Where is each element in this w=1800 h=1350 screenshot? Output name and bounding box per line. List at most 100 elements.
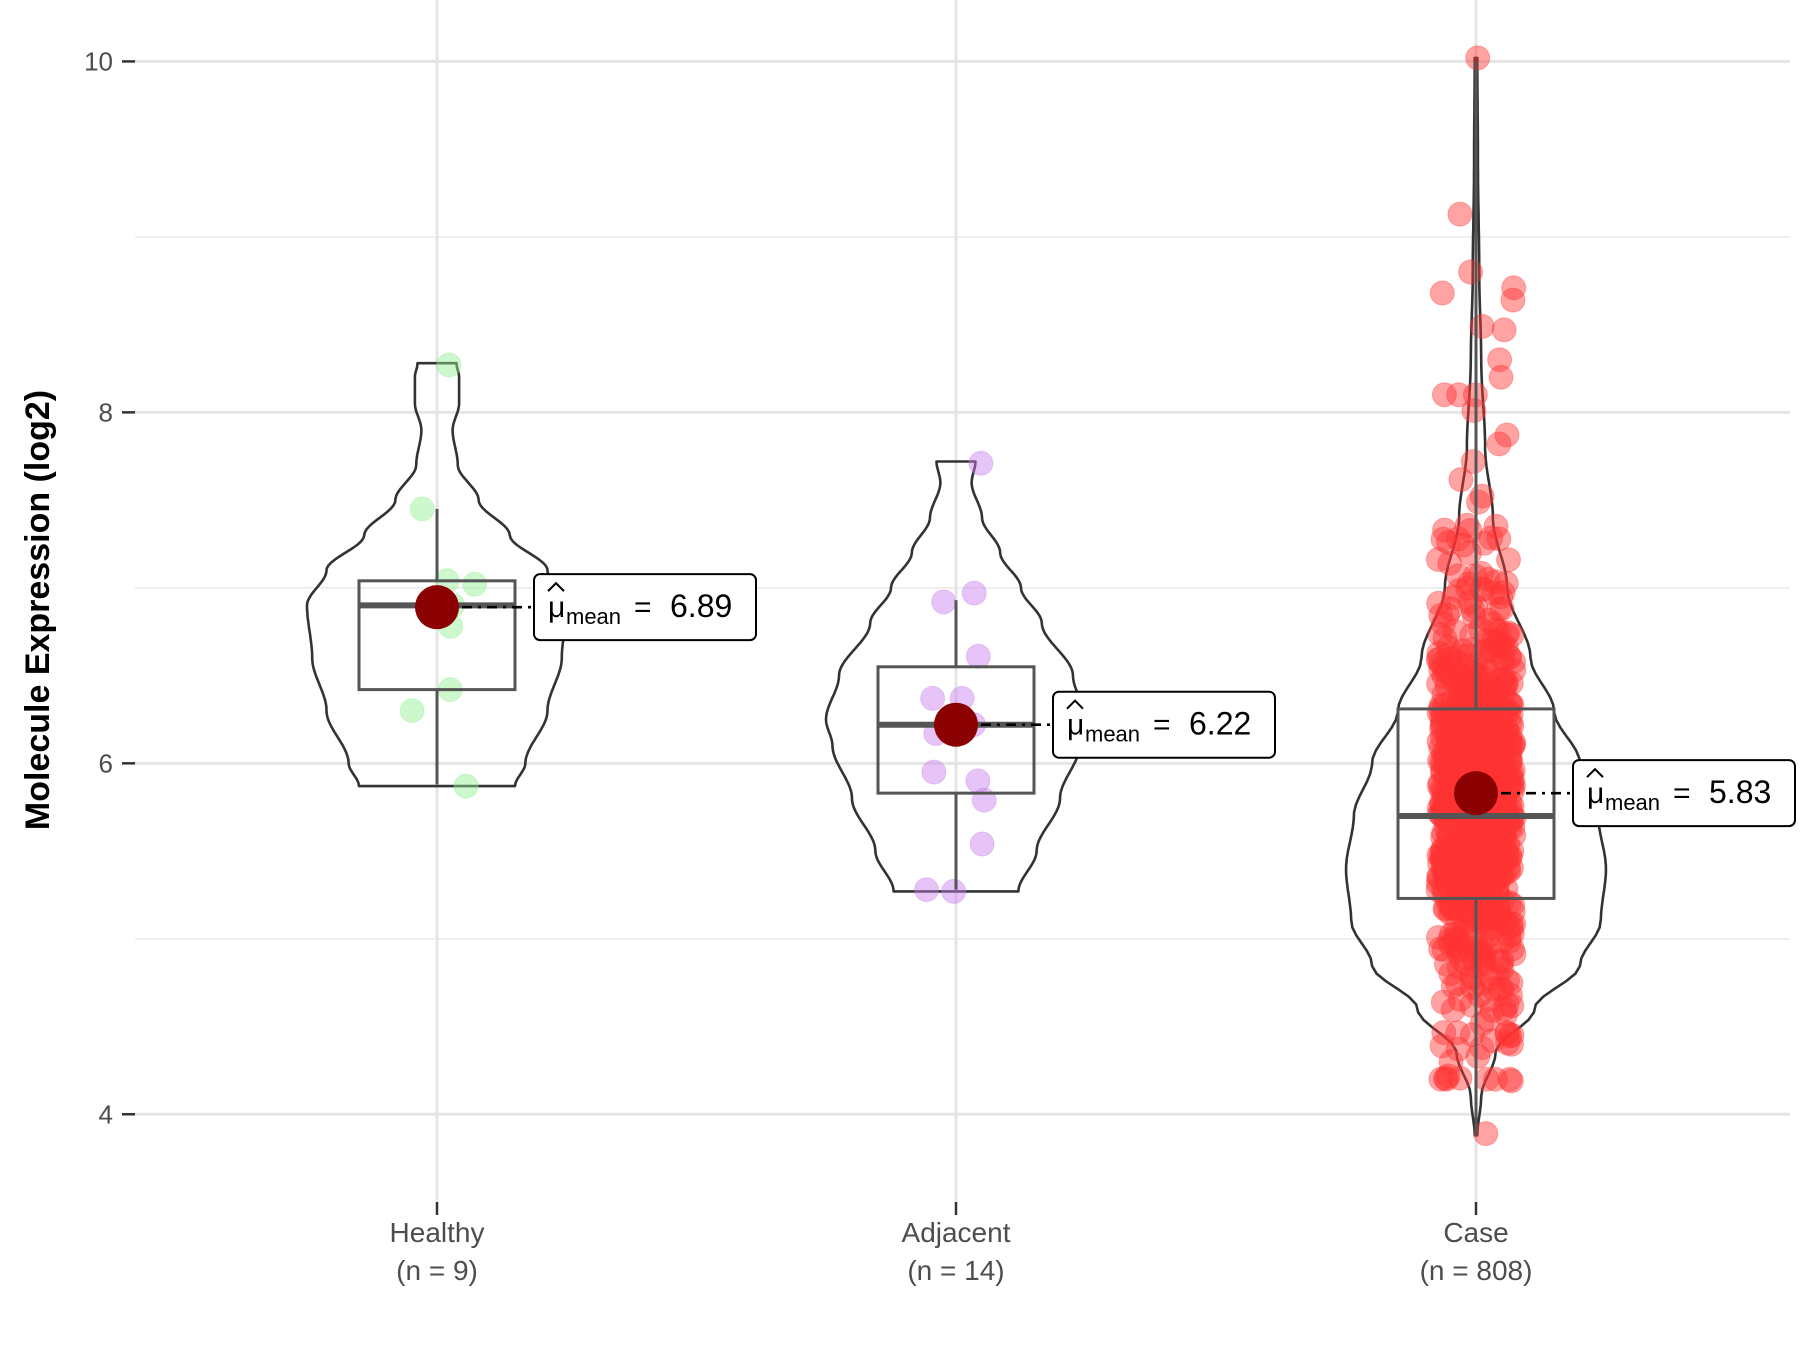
data-point-case [1471,821,1496,847]
data-point-case [1446,929,1472,955]
data-point-case [1431,850,1457,876]
data-point-case [1475,820,1501,846]
data-point-case [1476,861,1502,887]
data-point-case [1439,716,1465,742]
data-point-case [1427,850,1453,876]
data-point-case [1473,665,1499,691]
data-point-case [1480,642,1506,668]
data-point-case [1430,760,1456,786]
data-point-case [1445,939,1471,965]
data-point-case [1497,771,1523,797]
data-point-case [1461,966,1487,992]
data-point-case [1486,725,1512,750]
data-point-case [1480,692,1506,718]
data-point-case [1465,694,1491,720]
data-point-case [1448,946,1474,972]
data-point-case [1435,745,1461,771]
data-point-case [1446,578,1472,604]
data-point-case [1454,692,1480,718]
data-point-case [1496,698,1522,724]
data-point-case [1494,840,1520,866]
data-point-case [1494,1021,1520,1046]
data-point-case [1486,851,1512,877]
y-axis: 4 6 8 10 [84,46,135,1129]
data-point-case [1479,636,1505,662]
data-point-case [1439,833,1465,859]
data-point-case [1443,931,1468,957]
data-point-case [1440,750,1466,776]
data-point-case [1452,863,1478,889]
data-point-case [1429,847,1455,873]
data-point-case [1428,651,1454,677]
data-point-case [1482,698,1507,724]
data-point-case [1458,745,1484,771]
data-point-case [1438,1049,1464,1075]
data-point-case [1454,679,1480,705]
data-point-case [1425,870,1451,896]
data-point-case [1446,714,1472,740]
data-point-case [1459,730,1485,756]
x-tick-count-case: (n = 808) [1420,1255,1533,1286]
data-point-case [1450,823,1476,848]
data-point-case [1495,1030,1521,1056]
data-point-case [1426,842,1452,868]
data-point-case [1464,727,1490,753]
data-point-case [1468,880,1494,906]
data-point-case-outer [1499,1022,1525,1048]
data-point-case [1481,828,1507,854]
data-point-case [1459,622,1485,648]
data-point-case [1445,920,1471,946]
data-point-case [1436,757,1462,783]
data-point-case-outer [1480,1028,1506,1054]
data-point-case [1445,1020,1471,1046]
data-point-case [1455,643,1481,669]
data-point-case [1431,740,1457,766]
data-point-case [1487,976,1513,1002]
data-point-case [1431,663,1457,689]
data-point-case [1498,760,1524,786]
mean-subscript: mean [1085,722,1140,747]
data-point-case [1480,753,1506,779]
data-point-case [1461,836,1487,862]
mean-label-box [1572,759,1796,828]
data-point-case [1460,721,1486,747]
data-point-case [1496,547,1521,573]
data-point-case [1444,667,1470,693]
data-point-case [1467,939,1493,964]
data-point-adjacent [965,643,991,669]
data-point-case [1448,675,1474,700]
data-point-case [1438,901,1464,926]
data-point-case [1487,853,1513,879]
data-point-adjacent [941,878,967,904]
data-point-case [1453,930,1479,956]
data-point-case [1481,851,1507,877]
data-point-case [1464,718,1490,744]
data-point-adjacent [920,685,946,711]
data-point-case [1475,847,1501,873]
mean-label-adjacent: μ mean = 6.22 [1052,690,1276,759]
data-point-case [1492,671,1518,697]
data-point-case [1487,735,1513,761]
data-point-case [1466,713,1491,739]
data-point-case [1479,997,1505,1023]
data-point-case [1454,836,1479,862]
data-point-case [1447,986,1473,1012]
data-point-case [1436,840,1462,866]
data-point-case [1480,611,1506,637]
data-point-case [1434,659,1460,685]
data-point-case [1471,576,1497,602]
data-point-case [1474,698,1500,724]
data-point-case [1497,746,1523,772]
mean-equals: = [1153,709,1171,742]
data-point-case-outer [1458,259,1484,285]
data-point-case [1463,850,1489,876]
data-point-case [1497,845,1523,871]
data-point-case [1490,827,1515,853]
data-point-case [1459,992,1485,1018]
data-point-case [1486,666,1511,692]
data-point-case [1481,868,1507,894]
data-point-case [1497,710,1523,736]
data-point-case [1449,662,1474,688]
data-point-case [1430,724,1455,750]
data-point-case [1448,849,1474,875]
